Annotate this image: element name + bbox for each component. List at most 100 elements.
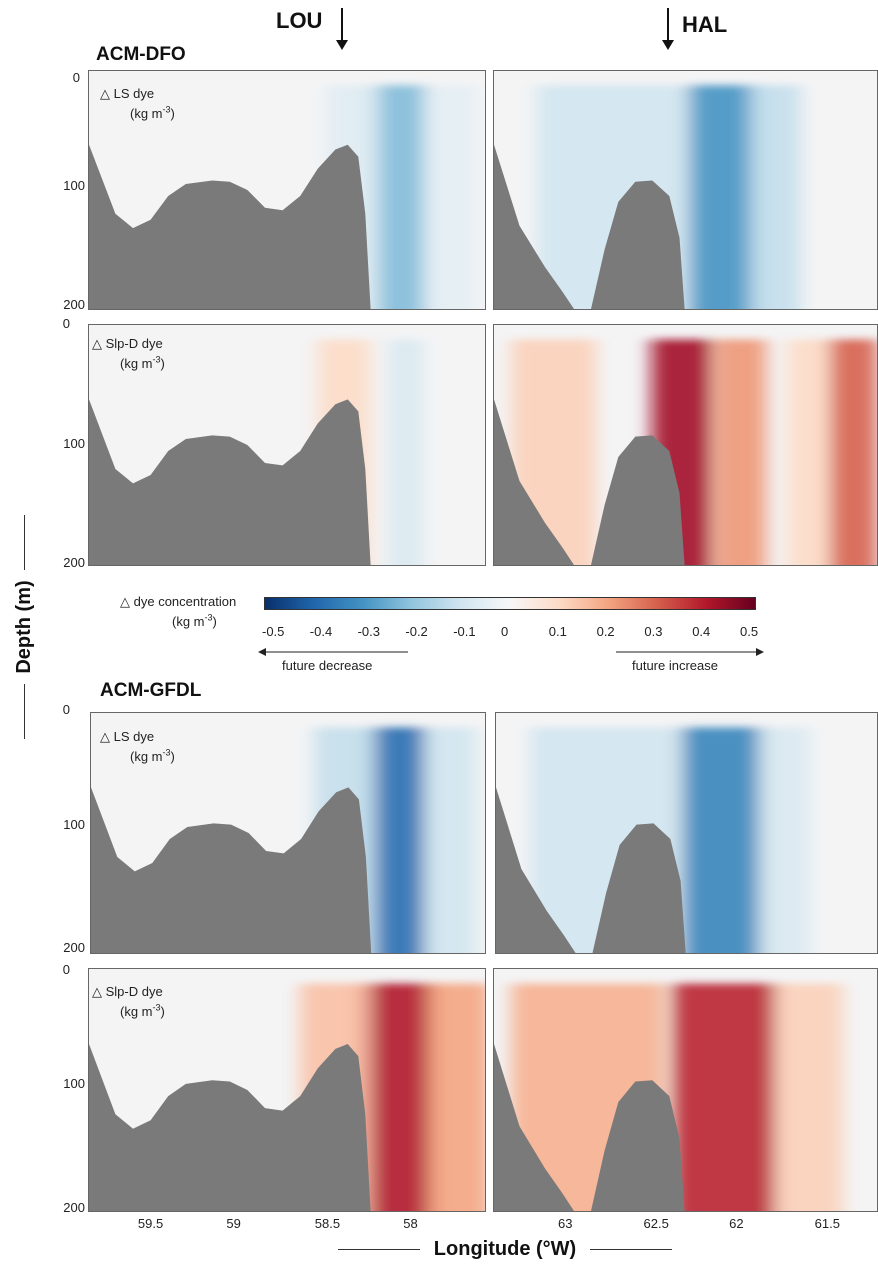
y-tick: 0 (72, 70, 80, 85)
bathymetry-shape (496, 787, 686, 953)
delta-icon: △ (100, 729, 110, 744)
dye-unit-close: ) (170, 749, 175, 765)
panel-plot (89, 71, 485, 309)
y-tick: 100 (63, 178, 85, 193)
colorbar-tick: 0.1 (548, 624, 567, 639)
dye-unit-sup: -3 (152, 355, 161, 365)
panel-dfo-slp-left (88, 324, 486, 566)
group-title-gfdl: ACM-GFDL (100, 680, 202, 701)
y-tick: 200 (63, 297, 85, 312)
colorbar-title: △ dye concentration (kg m-3) (120, 594, 236, 630)
hal-label: HAL (682, 12, 728, 37)
dye-unit: (kg m-3) (92, 355, 165, 372)
y-axis-rule (23, 683, 25, 739)
y-tick: 0 (62, 316, 70, 331)
delta-icon: △ (100, 86, 110, 101)
dye-label-ls: △ LS dye (kg m-3) (100, 86, 175, 122)
bathymetry-shape (89, 1044, 371, 1211)
lou-arrow-icon (332, 6, 352, 52)
panel-plot (91, 713, 485, 953)
dye-label-slp: △ Slp-D dye (kg m-3) (92, 984, 165, 1020)
x-tick: 58.5 (314, 1216, 341, 1231)
dye-name: LS dye (113, 729, 155, 744)
bathymetry-shape (91, 787, 372, 953)
y-axis-rule (23, 515, 25, 571)
bathymetry-shape (494, 399, 685, 565)
hal-arrow-icon (658, 6, 678, 52)
y-tick: 200 (63, 1200, 85, 1215)
dye-label-ls: △ LS dye (kg m-3) (100, 729, 175, 765)
panel-gfdl-slp-right (493, 968, 878, 1212)
anomaly-field (511, 983, 843, 1211)
x-axis-rule (590, 1248, 673, 1250)
anomaly-band (366, 727, 429, 953)
panel-dfo-ls-left (88, 70, 486, 310)
y-axis-title-wrap: Depth (m) (9, 507, 39, 747)
anomaly-band (672, 983, 775, 1211)
panel-gfdl-ls-left (90, 712, 486, 954)
anomaly-band (774, 983, 843, 1211)
colorbar-tick: -0.1 (453, 624, 476, 639)
anomaly-band (423, 727, 477, 953)
anomaly-band (388, 339, 424, 565)
dye-unit-sup: -3 (162, 105, 171, 115)
dye-unit-close: ) (170, 106, 175, 122)
dye-unit-close: ) (160, 356, 165, 372)
dye-unit-sup: -3 (162, 748, 171, 758)
panel-plot (496, 713, 877, 953)
panel-plot (89, 325, 485, 565)
x-axis-title-wrap: Longitude (°W) (320, 1234, 690, 1264)
dye-unit-text: (kg m (120, 1004, 153, 1020)
delta-icon: △ (92, 336, 102, 351)
colorbar-tick: -0.4 (309, 624, 333, 639)
anomaly-band (749, 85, 801, 309)
anomaly-band (715, 339, 767, 565)
y-tick: 100 (63, 436, 85, 451)
colorbar-tick: -0.3 (357, 624, 380, 639)
x-axis-rule (337, 1248, 420, 1250)
colorbar-gradient (264, 597, 756, 610)
increase-arrow-icon (616, 644, 764, 656)
dye-unit: (kg m-3) (100, 105, 175, 122)
group-title-dfo: ACM-DFO (96, 44, 186, 65)
anomaly-field (511, 339, 877, 565)
decrease-arrow-icon (258, 644, 410, 656)
x-tick: 62 (729, 1216, 744, 1231)
colorbar-tick: -0.2 (405, 624, 428, 639)
x-tick: 59.5 (137, 1216, 164, 1231)
anomaly-band (825, 339, 877, 565)
dye-unit-text: (kg m (130, 106, 163, 122)
panel-dfo-slp-right (493, 324, 878, 566)
colorbar-unit-text: (kg m (172, 614, 205, 630)
bathymetry-shape (494, 144, 685, 309)
x-tick: 59 (226, 1216, 241, 1231)
increase-label: future increase (632, 658, 718, 673)
anomaly-band (682, 727, 767, 953)
lou-label: LOU (276, 8, 323, 33)
colorbar-unit: (kg m-3) (120, 613, 217, 630)
panel-dfo-ls-right (493, 70, 878, 310)
colorbar-tick: 0.2 (596, 624, 615, 639)
x-tick: 62.5 (643, 1216, 669, 1231)
dye-unit-close: ) (160, 1004, 165, 1020)
y-tick: 200 (63, 555, 85, 570)
x-tick: 63 (558, 1216, 573, 1231)
colorbar-title-text: dye concentration (133, 594, 237, 609)
y-tick: 0 (62, 962, 70, 977)
dye-unit: (kg m-3) (100, 748, 175, 765)
colorbar-unit-sup: -3 (204, 613, 213, 623)
anomaly-band (423, 85, 477, 309)
panel-gfdl-slp-left (88, 968, 486, 1212)
anomaly-band (787, 339, 831, 565)
colorbar-tick: 0.4 (692, 624, 711, 639)
colorbar-tick: -0.5 (262, 624, 285, 639)
bathymetry-shape (494, 1044, 685, 1211)
colorbar-unit-close: ) (212, 614, 217, 630)
anomaly-band (427, 983, 485, 1211)
colorbar-tick: 0 (501, 624, 509, 639)
panel-plot (494, 71, 877, 309)
decrease-label: future decrease (282, 658, 373, 673)
dye-unit-text: (kg m (130, 749, 163, 765)
panel-plot (89, 969, 485, 1211)
x-tick: 61.5 (814, 1216, 840, 1231)
